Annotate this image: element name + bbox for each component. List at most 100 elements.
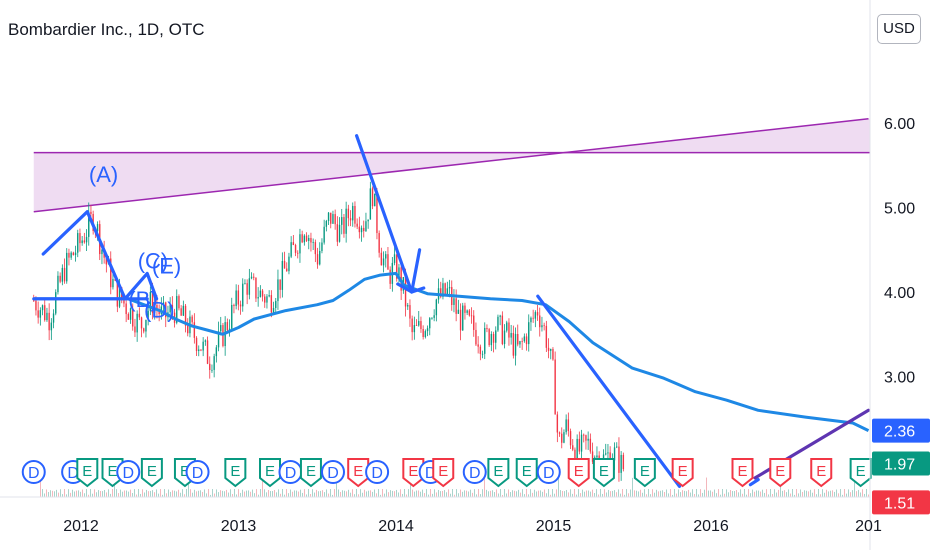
volume-bar <box>264 489 265 497</box>
candle-body <box>517 333 519 345</box>
volume-bar <box>184 494 185 497</box>
candle-body <box>288 256 290 272</box>
candle-body <box>264 296 266 303</box>
trendline-layer <box>32 134 870 488</box>
volume-bar <box>348 489 349 497</box>
volume-bar <box>722 489 723 497</box>
candle-body <box>299 234 301 254</box>
volume-bar <box>470 489 471 497</box>
candle-body <box>607 452 609 454</box>
volume-bar <box>726 489 727 497</box>
earnings-marker-label: E <box>816 463 826 480</box>
price-badge <box>872 418 930 443</box>
candle-body <box>178 296 180 309</box>
volume-bar <box>650 494 651 497</box>
volume-bar <box>692 489 693 497</box>
volume-bar <box>586 490 587 497</box>
volume-bar <box>806 490 807 497</box>
volume-bar <box>182 489 183 497</box>
volume-bar <box>376 493 377 497</box>
volume-bar <box>498 493 499 497</box>
volume-bar <box>644 489 645 497</box>
volume-bar <box>416 490 417 497</box>
candle-body <box>248 278 251 295</box>
volume-bar <box>866 489 867 497</box>
volume-bar <box>290 489 291 497</box>
candle-body <box>231 304 233 329</box>
candle-body <box>525 336 528 345</box>
volume-bar <box>502 494 503 497</box>
volume-bar <box>144 492 145 497</box>
volume-bar <box>312 489 313 497</box>
volume-bar <box>464 490 465 497</box>
earnings-marker-label: E <box>82 463 92 480</box>
volume-bar <box>576 494 577 497</box>
dividend-marker <box>536 460 561 484</box>
volume-bar <box>616 492 617 497</box>
volume-bar <box>836 489 837 497</box>
volume-bar <box>442 490 443 497</box>
volume-bar <box>138 489 139 497</box>
volume-bar <box>352 489 353 497</box>
candle-body <box>446 288 449 295</box>
volume-bar <box>400 489 401 497</box>
volume-bar <box>112 489 113 497</box>
volume-bar <box>428 494 429 497</box>
volume-bar <box>326 489 327 497</box>
candle-body <box>411 318 413 333</box>
volume-bar <box>582 489 583 497</box>
candle-body <box>308 237 310 241</box>
volume-bar <box>334 489 335 497</box>
candle-body <box>596 455 598 458</box>
currency-button[interactable]: USD <box>877 14 921 44</box>
volume-bar <box>272 491 273 497</box>
volume-bar <box>718 489 719 497</box>
candle-body <box>365 221 367 232</box>
volume-bar <box>708 490 709 497</box>
candle-body <box>468 310 471 316</box>
candle-body <box>404 277 407 307</box>
volume-bar <box>296 490 297 497</box>
volume-bar <box>262 479 263 497</box>
candle-body <box>55 292 57 314</box>
volume-bar <box>276 492 277 497</box>
volume-bar <box>768 494 769 497</box>
volume-bar <box>762 489 763 497</box>
volume-bar <box>600 489 601 497</box>
volume-bar <box>564 491 565 497</box>
candle-body <box>565 419 567 433</box>
volume-bar <box>824 492 825 497</box>
volume-bar <box>820 494 821 497</box>
candle-body <box>105 257 108 265</box>
candle-body <box>169 305 171 313</box>
candle-body <box>514 333 517 356</box>
candle-body <box>360 227 363 233</box>
candle-body <box>343 217 345 234</box>
dividend-marker <box>365 460 390 484</box>
candle-body <box>378 233 380 253</box>
volume-bar <box>166 493 167 497</box>
volume-bar <box>466 490 467 497</box>
volume-bar <box>244 491 245 497</box>
volume-bar <box>754 491 755 497</box>
volume-bar <box>194 489 195 497</box>
volume-bar <box>236 494 237 497</box>
volume-bar <box>404 489 405 497</box>
volume-bar <box>658 491 659 497</box>
volume-bar <box>456 489 457 497</box>
volume-bar <box>444 490 445 497</box>
volume-bar <box>546 493 547 497</box>
volume-bar <box>126 490 127 497</box>
earnings-marker <box>769 458 792 488</box>
volume-bar <box>690 492 691 497</box>
earnings-marker <box>810 458 833 488</box>
candle-body <box>46 312 48 321</box>
volume-bar <box>160 489 161 497</box>
candle-body <box>591 451 594 462</box>
earnings-marker-label: E <box>493 463 503 480</box>
wave-label: (E) <box>152 253 181 278</box>
volume-bar <box>810 489 811 497</box>
candle-body <box>431 317 433 319</box>
